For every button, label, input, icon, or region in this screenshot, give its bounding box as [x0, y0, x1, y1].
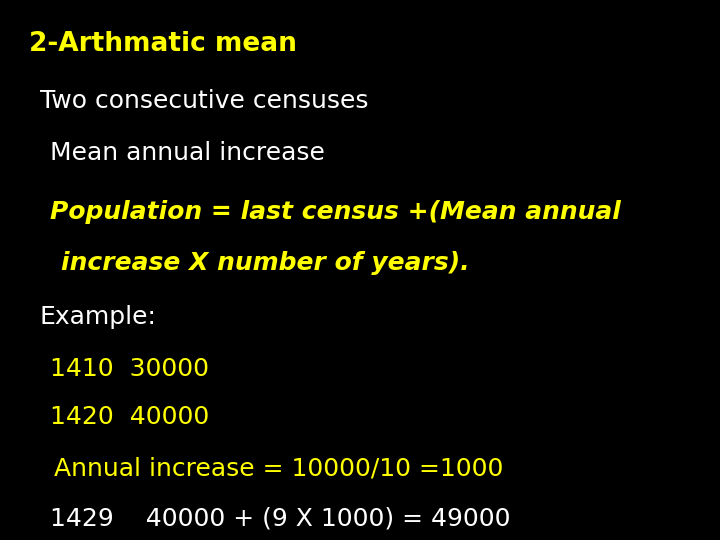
Text: 2-Arthmatic mean: 2-Arthmatic mean — [29, 31, 297, 57]
Text: Two consecutive censuses: Two consecutive censuses — [40, 90, 368, 113]
Text: Mean annual increase: Mean annual increase — [50, 141, 325, 165]
Text: 1410  30000: 1410 30000 — [50, 357, 210, 381]
Text: 1429    40000 + (9 X 1000) = 49000: 1429 40000 + (9 X 1000) = 49000 — [50, 507, 511, 530]
Text: Annual increase = 10000/10 =1000: Annual increase = 10000/10 =1000 — [54, 457, 503, 481]
Text: increase X number of years).: increase X number of years). — [61, 252, 470, 275]
Text: Population = last census +(Mean annual: Population = last census +(Mean annual — [50, 200, 621, 224]
Text: 1420  40000: 1420 40000 — [50, 406, 210, 429]
Text: Example:: Example: — [40, 306, 156, 329]
